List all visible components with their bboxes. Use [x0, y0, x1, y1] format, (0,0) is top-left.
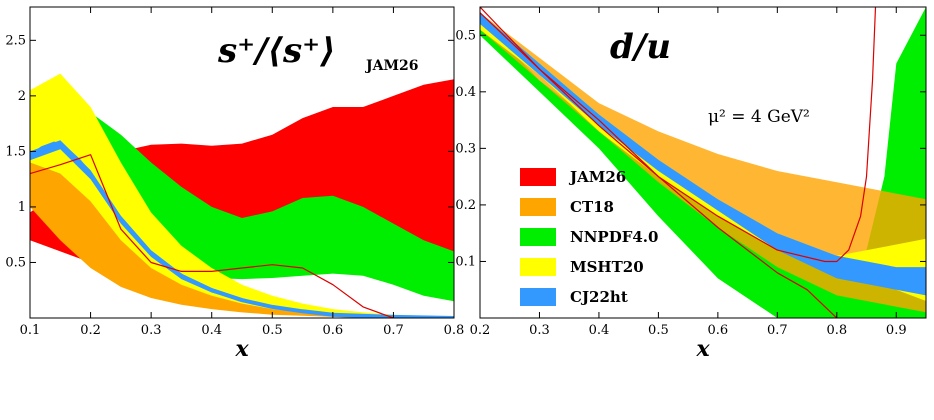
left-panel-title-sub: JAM26: [364, 58, 418, 74]
legend-swatch-nnpdf4-0: [520, 228, 556, 246]
y-tick-label: 0.2: [455, 198, 476, 213]
x-tick-label: 0.2: [470, 323, 491, 338]
right-panel-title-main: d/u: [610, 27, 671, 67]
x-tick-label: 0.3: [529, 323, 550, 338]
x-tick-label: 0.8: [444, 323, 465, 338]
legend-swatch-msht20: [520, 258, 556, 276]
legend-label-jam26: JAM26: [568, 168, 626, 186]
x-tick-label: 0.3: [141, 323, 162, 338]
right-panel-annotation: μ² = 4 GeV²: [708, 107, 810, 127]
x-tick-label: 0.2: [80, 323, 101, 338]
x-tick-label: 0.5: [648, 323, 669, 338]
y-tick-label: 0.5: [455, 28, 476, 43]
x-tick-label: 0.7: [767, 323, 788, 338]
legend-swatch-cj22ht: [520, 288, 556, 306]
left-panel: 0.1 0.2 0.3 0.4 0.5 0.6 0.7 0.8 0.5 1 1.5 2 2.5 s⁺/⟨…: [5, 7, 464, 362]
left-x-axis-label: x: [234, 336, 249, 362]
right-panel: 0.2 0.3 0.4 0.5 0.6 0.7 0.8 0.90.10.20.30.40.5 …: [455, 7, 926, 362]
x-tick-label: 0.7: [383, 323, 404, 338]
x-tick-label: 0.9: [886, 323, 907, 338]
x-tick-label: 0.4: [201, 323, 222, 338]
y-tick-label: 2.5: [5, 33, 26, 48]
legend-label-cj22ht: CJ22ht: [570, 288, 628, 306]
legend-swatch-ct18: [520, 198, 556, 216]
legend-label-msht20: MSHT20: [570, 258, 644, 276]
y-tick-label: 2: [18, 89, 26, 104]
y-tick-label: 1.5: [5, 144, 26, 159]
x-tick-label: 0.6: [708, 323, 729, 338]
right-x-axis-label: x: [695, 336, 710, 362]
x-tick-label: 0.4: [589, 323, 610, 338]
x-tick-label: 0.5: [262, 323, 283, 338]
y-tick-label: 1: [18, 200, 26, 215]
x-tick-label: 0.1: [20, 323, 41, 338]
legend-swatch-jam26: [520, 168, 556, 186]
left-panel-title-main: s⁺/⟨s⁺⟩: [217, 31, 336, 71]
y-tick-label: 0.3: [455, 141, 476, 156]
x-tick-label: 0.6: [323, 323, 344, 338]
legend-label-ct18: CT18: [570, 198, 614, 216]
y-tick-label: 0.4: [455, 85, 476, 100]
x-tick-label: 0.8: [826, 323, 847, 338]
legend-label-nnpdf4-0: NNPDF4.0: [570, 228, 658, 246]
y-tick-label: 0.1: [455, 254, 476, 269]
y-tick-label: 0.5: [5, 255, 26, 270]
